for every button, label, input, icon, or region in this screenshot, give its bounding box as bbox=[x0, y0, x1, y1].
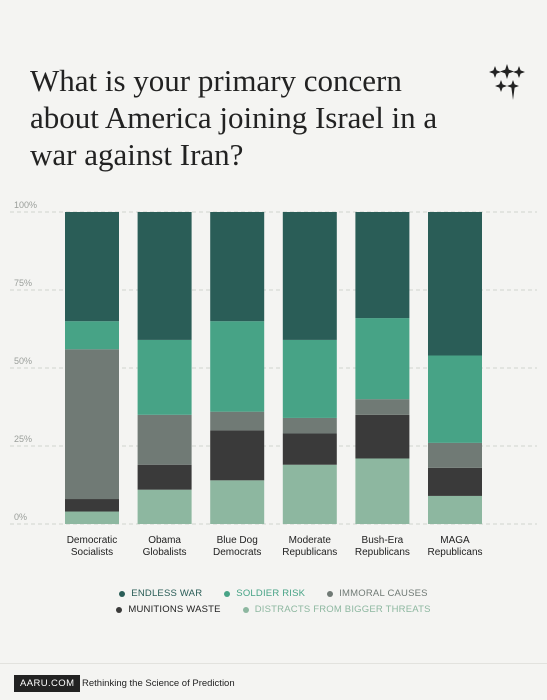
x-tick-label: Republicans bbox=[427, 547, 482, 558]
bar-segment bbox=[210, 411, 265, 431]
x-tick-label: Democrats bbox=[213, 547, 261, 558]
bar-segment bbox=[65, 499, 119, 512]
bar-segment bbox=[282, 417, 337, 434]
bar-segment bbox=[428, 442, 482, 468]
bar-segment bbox=[428, 355, 482, 443]
x-tick-label: Bush-Era bbox=[362, 535, 404, 546]
x-tick-label: Republicans bbox=[282, 547, 337, 558]
x-tick-label: Moderate bbox=[289, 535, 332, 546]
bar-segment bbox=[428, 467, 482, 496]
legend-item: DISTRACTS FROM BIGGER THREATS bbox=[242, 604, 431, 615]
legend-label: DISTRACTS FROM BIGGER THREATS bbox=[254, 604, 431, 615]
x-tick-label: Obama bbox=[148, 535, 181, 546]
bar-segment bbox=[355, 458, 410, 524]
bar-segment bbox=[282, 433, 337, 465]
bar-segment bbox=[137, 489, 192, 524]
bar-segment bbox=[355, 399, 410, 415]
legend-item: MUNITIONS WASTE bbox=[116, 604, 221, 615]
legend-label: ENDLESS WAR bbox=[131, 588, 203, 599]
footer-divider bbox=[0, 663, 547, 664]
brand-badge[interactable]: AARU.COM bbox=[14, 675, 81, 692]
bar-segment bbox=[137, 414, 192, 465]
aaru-logo-icon bbox=[489, 64, 525, 100]
legend-label: SOLDIER RISK bbox=[236, 588, 306, 599]
legend-row-1: ENDLESS WAR SOLDIER RISK IMMORAL CAUSES bbox=[0, 588, 547, 599]
y-tick-label: 100% bbox=[14, 200, 37, 210]
bar-segment bbox=[137, 212, 192, 340]
chart-title: What is your primary concern about Ameri… bbox=[30, 63, 438, 172]
legend-swatch-icon bbox=[116, 606, 123, 613]
legend-label: MUNITIONS WASTE bbox=[128, 604, 221, 615]
bar-segment bbox=[210, 321, 265, 412]
bar-segment bbox=[428, 212, 482, 356]
x-tick-label: Democratic bbox=[67, 535, 118, 546]
bar-segment bbox=[282, 212, 337, 340]
legend-swatch-icon bbox=[119, 590, 126, 597]
y-tick-label: 75% bbox=[14, 278, 32, 288]
x-tick-label: Globalists bbox=[143, 547, 187, 558]
bar-segment bbox=[65, 212, 119, 322]
bar-segment bbox=[210, 430, 265, 481]
x-tick-label: MAGA bbox=[440, 535, 470, 546]
y-tick-label: 50% bbox=[14, 356, 32, 366]
bar-segment bbox=[355, 212, 410, 319]
bar-segment bbox=[65, 321, 119, 350]
legend-swatch-icon bbox=[242, 606, 249, 613]
legend-item: IMMORAL CAUSES bbox=[327, 588, 428, 599]
y-tick-label: 0% bbox=[14, 512, 27, 522]
legend-row-2: MUNITIONS WASTE DISTRACTS FROM BIGGER THR… bbox=[0, 604, 547, 615]
bar-segment bbox=[355, 414, 410, 459]
bar-segment bbox=[210, 212, 265, 322]
bar-segment bbox=[282, 464, 337, 524]
x-tick-label: Republicans bbox=[355, 547, 410, 558]
bar-segment bbox=[137, 464, 192, 490]
bar-segment bbox=[137, 339, 192, 415]
x-tick-label: Blue Dog bbox=[217, 535, 258, 546]
legend-swatch-icon bbox=[224, 590, 231, 597]
footer-tagline: Rethinking the Science of Prediction bbox=[82, 678, 235, 689]
x-tick-label: Socialists bbox=[71, 547, 113, 558]
legend-label: IMMORAL CAUSES bbox=[339, 588, 428, 599]
y-tick-label: 25% bbox=[14, 434, 32, 444]
legend-item: ENDLESS WAR bbox=[119, 588, 202, 599]
legend-item: SOLDIER RISK bbox=[224, 588, 305, 599]
bar-segment bbox=[210, 480, 265, 524]
bar-segment bbox=[355, 318, 410, 400]
bar-segment bbox=[428, 495, 482, 524]
bar-segment bbox=[282, 339, 337, 418]
bar-segment bbox=[65, 349, 119, 500]
legend-swatch-icon bbox=[327, 590, 334, 597]
bar-segment bbox=[65, 511, 119, 524]
